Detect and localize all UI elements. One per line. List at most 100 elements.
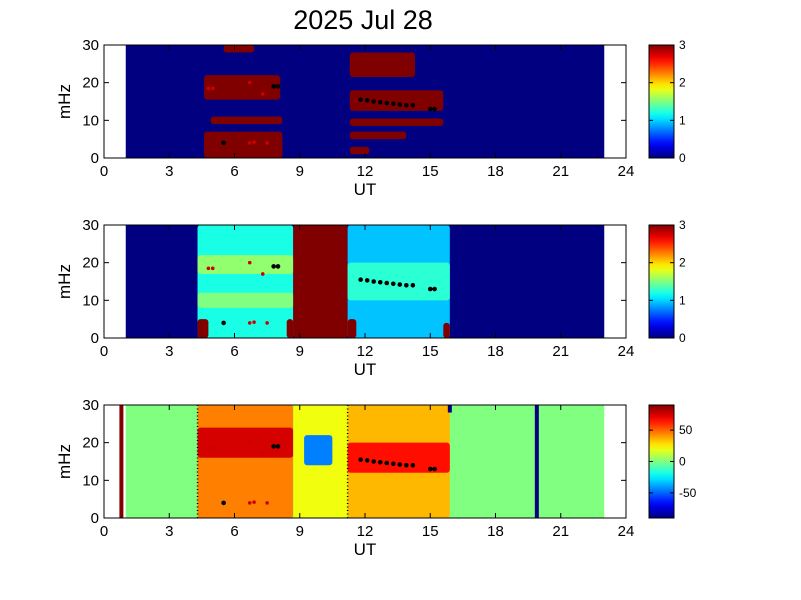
colorbar-tick-label: 1 [679,113,686,127]
peak-marker-black [410,462,416,468]
peak-marker-black [404,462,409,468]
figure-title: 2025 Jul 28 [293,5,433,35]
colorbar-tick-label: 1 [679,293,686,307]
power-region-6 [347,262,450,301]
colorbar: 0 1 2 3 [648,218,686,345]
x-tick-label: 24 [618,163,635,180]
y-tick-label: 0 [91,510,99,527]
peak-marker-black [397,102,403,107]
peak-marker-black [371,279,377,284]
colorbar-tick-label: 3 [679,218,686,232]
peak-marker-black [358,457,363,462]
peak-marker-red [252,140,256,144]
y-tick-label: 20 [82,75,99,92]
peak-marker-red [260,92,265,96]
y-tick-label: 30 [82,217,99,234]
peak-marker-black [427,466,433,472]
peak-marker-black [377,279,383,285]
peak-marker-black [377,99,383,105]
x-tick-label: 0 [100,163,108,180]
peak-marker-black [397,462,403,467]
peak-marker-black [364,458,370,463]
power-region-9 [347,319,357,338]
power-region-8 [349,131,407,140]
peak-marker-red [265,321,269,325]
x-tick-label: 21 [552,163,569,180]
y-tick-label: 10 [82,112,99,129]
colorbar-tick-label: 0 [679,455,686,469]
x-axis-label: UT [354,180,377,199]
peak-marker-black [271,84,276,89]
y-tick-label: 30 [82,37,99,54]
peak-marker-black [371,459,377,464]
peak-marker-red [247,440,252,445]
peak-marker-red [252,320,256,324]
x-tick-label: 24 [618,343,635,360]
peak-marker-black [221,500,226,506]
power-region-4 [304,435,333,466]
x-tick-label: 18 [487,343,504,360]
x-tick-label: 21 [552,523,569,540]
power-region-1 [223,45,255,53]
x-axis-label: UT [354,360,377,379]
power-region-4 [293,225,348,338]
peak-marker-red [206,266,211,271]
peak-marker-black [358,97,363,102]
x-tick-label: 15 [422,343,439,360]
peak-marker-black [377,459,383,465]
power-region-4 [204,131,283,158]
colorbar-tick-label: 50 [679,423,693,437]
y-tick-label: 10 [82,472,99,489]
colorbar-frame [648,224,675,339]
peak-marker-black [384,100,390,106]
peak-marker-red [265,141,269,145]
peak-marker-black [384,460,390,466]
peak-marker-black [397,282,403,287]
plot-area [125,225,605,338]
power-region-3 [197,292,294,308]
colorbar-gradient [649,225,674,338]
x-tick-label: 12 [357,523,374,540]
x-tick-label: 3 [165,523,173,540]
plot-area [119,405,605,518]
peak-marker-black [384,280,390,286]
peak-marker-red [206,446,211,451]
x-tick-label: 9 [296,163,304,180]
peak-marker-black [404,282,409,288]
peak-marker-red [252,500,256,504]
x-tick-label: 12 [357,343,374,360]
power-region-2 [204,75,281,100]
x-tick-label: 6 [230,163,238,180]
peak-marker-black [410,282,416,288]
peak-marker-black [271,444,276,449]
plot-area [125,45,605,158]
peak-marker-black [275,84,281,89]
colorbar-frame [648,44,675,159]
x-tick-label: 3 [165,343,173,360]
colorbar-tick-label: 2 [679,76,686,90]
colorbar-tick-label: 2 [679,256,686,270]
x-tick-label: 3 [165,163,173,180]
peak-marker-black [221,320,226,326]
peak-marker-black [432,106,437,112]
x-tick-label: 12 [357,163,374,180]
x-tick-label: 6 [230,523,238,540]
peak-marker-red [247,260,252,265]
y-axis-label: mHz [55,264,74,299]
peak-marker-red [247,501,252,505]
peak-marker-black [371,99,377,104]
y-tick-label: 0 [91,150,99,167]
y-tick-label: 0 [91,330,99,347]
peak-marker-black [390,461,396,467]
colorbar-tick-label: 0 [679,331,686,345]
x-tick-label: 0 [100,343,108,360]
y-axis-label: mHz [55,84,74,119]
colorbar-tick-label: -50 [679,486,697,500]
y-tick-label: 10 [82,292,99,309]
x-tick-label: 0 [100,523,108,540]
power-region-10 [443,322,450,338]
peak-marker-black [390,101,396,107]
peak-marker-black [427,106,433,112]
